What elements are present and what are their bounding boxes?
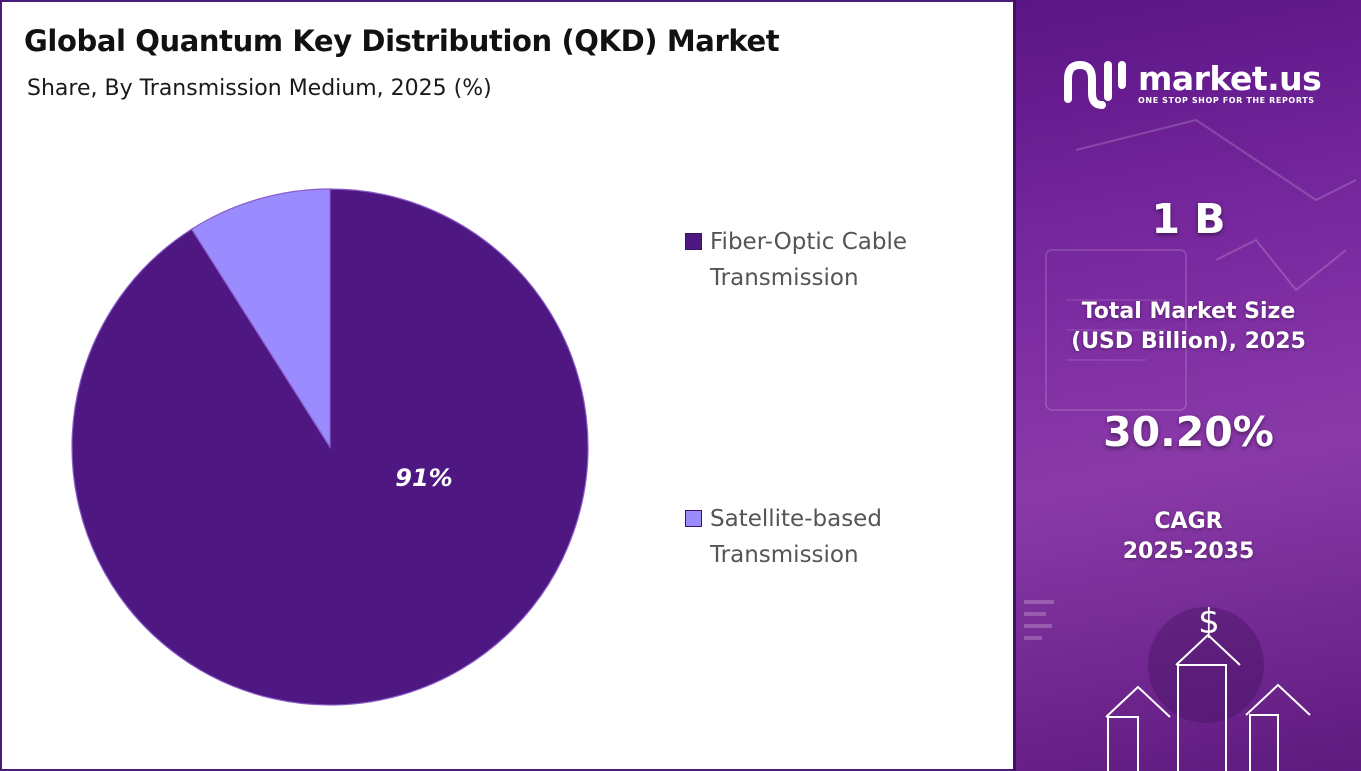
chart-title: Global Quantum Key Distribution (QKD) Ma… — [24, 24, 780, 58]
brand-name: market.us — [1138, 58, 1322, 98]
cagr-label-line: CAGR — [1154, 509, 1223, 534]
growth-arrows-icon — [1105, 633, 1311, 771]
panel-divider — [1013, 0, 1017, 771]
summary-panel: $ market.us ONE STOP SHOP FOR THE REPORT… — [1016, 0, 1361, 771]
pie-chart: 91% — [71, 188, 589, 706]
cagr-value: 30.20% — [1103, 408, 1274, 456]
legend-item-satellite: Satellite-based Transmission — [685, 501, 970, 573]
market-size-value: 1 B — [1151, 195, 1226, 243]
dollar-icon: $ — [1198, 602, 1220, 642]
market-size-label: Total Market Size (USD Billion), 2025 — [1016, 297, 1361, 357]
cagr-label-line: 2025-2035 — [1122, 539, 1255, 564]
chart-subtitle: Share, By Transmission Medium, 2025 (%) — [27, 76, 492, 101]
legend-label-line: Fiber-Optic Cable — [710, 229, 907, 255]
legend-label-fiber-optic: Fiber-Optic Cable Transmission — [710, 224, 970, 296]
legend-swatch-fiber-optic — [685, 233, 702, 250]
brand-logo: market.us ONE STOP SHOP FOR THE REPORTS — [1060, 55, 1322, 111]
legend-item-fiber-optic: Fiber-Optic Cable Transmission — [685, 224, 970, 296]
chart-panel: Global Quantum Key Distribution (QKD) Ma… — [2, 2, 1015, 749]
market-size-label-line: (USD Billion), 2025 — [1071, 329, 1306, 354]
legend-label-line: Satellite-based — [710, 506, 882, 532]
pie-slice-satellite-based-transmission — [190, 188, 331, 450]
cagr-label: CAGR 2025-2035 — [1016, 507, 1361, 567]
legend-label-line: Transmission — [710, 542, 859, 568]
legend-label-satellite: Satellite-based Transmission — [710, 501, 970, 573]
background-decoration: $ — [1024, 118, 1357, 771]
market-us-logo-icon — [1064, 61, 1126, 109]
pie-data-label: 91% — [395, 464, 452, 492]
legend-swatch-satellite — [685, 510, 702, 527]
market-size-label-line: Total Market Size — [1081, 299, 1296, 324]
brand-tagline: ONE STOP SHOP FOR THE REPORTS — [1138, 95, 1315, 105]
legend-label-line: Transmission — [710, 265, 859, 291]
